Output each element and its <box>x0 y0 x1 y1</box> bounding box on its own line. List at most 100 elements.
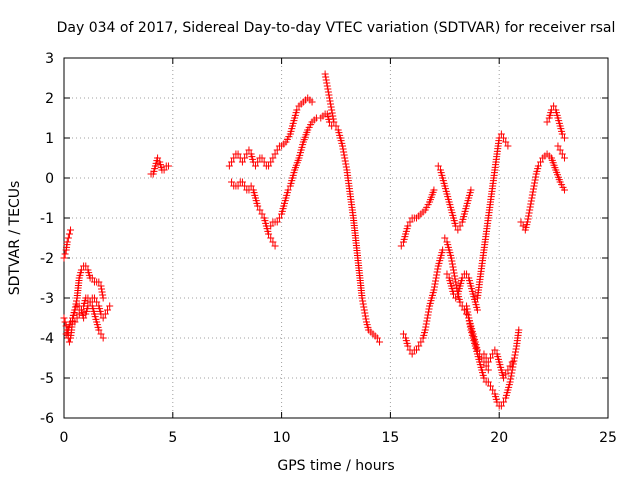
data-point <box>160 166 168 174</box>
data-point <box>84 294 92 302</box>
data-point <box>95 326 103 334</box>
data-point <box>397 242 405 250</box>
data-point <box>534 162 542 170</box>
data-point <box>448 260 456 268</box>
data-point <box>230 154 238 162</box>
data-point <box>524 215 532 223</box>
data-point <box>71 306 79 314</box>
data-point <box>512 348 520 356</box>
data-point <box>554 142 562 150</box>
data-point <box>448 257 456 265</box>
y-tick-label: 3 <box>45 51 54 67</box>
data-point <box>62 330 70 338</box>
data-point <box>267 222 275 230</box>
data-point <box>450 269 458 277</box>
data-point <box>529 185 537 193</box>
series-18 <box>543 102 568 142</box>
data-point <box>493 398 501 406</box>
data-point <box>67 226 75 234</box>
data-point <box>99 314 107 322</box>
data-point <box>463 302 471 310</box>
data-point <box>443 270 451 278</box>
data-point <box>284 186 292 194</box>
data-point <box>480 350 488 358</box>
data-point <box>506 362 514 370</box>
data-point <box>432 277 440 285</box>
plot-border <box>63 57 609 419</box>
y-tick-label: -5 <box>40 371 54 387</box>
data-point <box>433 268 441 276</box>
data-point <box>425 305 433 313</box>
data-point <box>339 145 347 153</box>
data-point <box>434 265 442 273</box>
data-point <box>452 278 460 286</box>
data-point <box>101 310 109 318</box>
data-point <box>327 100 335 108</box>
data-point <box>99 334 107 342</box>
data-point <box>526 203 534 211</box>
series-11 <box>434 162 475 234</box>
x-axis-label: GPS time / hours <box>277 458 394 474</box>
data-point <box>86 298 94 306</box>
data-point <box>99 291 107 299</box>
data-point <box>339 142 347 150</box>
data-point <box>98 285 106 293</box>
data-point <box>441 234 449 242</box>
data-point <box>269 154 277 162</box>
y-tick-label: -6 <box>40 411 54 427</box>
data-point <box>77 266 85 274</box>
data-point <box>517 218 525 226</box>
x-tick-label: 0 <box>60 430 69 446</box>
data-point <box>342 160 350 168</box>
data-point <box>530 182 538 190</box>
data-point <box>506 378 514 386</box>
data-point <box>464 308 472 316</box>
series-19 <box>554 142 568 162</box>
series-10 <box>399 246 447 358</box>
data-point <box>558 150 566 158</box>
data-point <box>340 148 348 156</box>
data-point <box>439 246 447 254</box>
data-point <box>413 346 421 354</box>
x-tick-label: 15 <box>381 430 399 446</box>
data-point <box>537 158 545 166</box>
data-point <box>62 322 70 330</box>
data-point <box>265 230 273 238</box>
data-point <box>424 311 432 319</box>
data-point <box>341 154 349 162</box>
data-point <box>373 334 381 342</box>
data-point <box>452 281 460 289</box>
data-point <box>329 115 337 123</box>
data-point <box>529 188 537 196</box>
data-point <box>422 323 430 331</box>
data-point <box>525 209 533 217</box>
data-point <box>484 366 492 374</box>
series-13 <box>443 270 481 314</box>
data-point <box>247 182 255 190</box>
grid <box>64 58 608 418</box>
data-point <box>332 122 340 130</box>
y-tick-label: -4 <box>40 331 54 347</box>
data-point <box>510 357 518 365</box>
data-point <box>97 282 105 290</box>
data-point <box>450 266 458 274</box>
data-point <box>556 146 564 154</box>
data-point <box>449 263 457 271</box>
data-point <box>451 275 459 283</box>
data-point <box>456 222 464 230</box>
series-9 <box>397 186 438 250</box>
data-point <box>61 250 69 258</box>
data-point <box>497 130 505 138</box>
data-point <box>463 305 471 313</box>
series-17 <box>517 150 568 234</box>
data-point <box>465 317 473 325</box>
data-point <box>430 186 438 194</box>
data-point <box>271 150 279 158</box>
data-point <box>532 173 540 181</box>
data-point <box>473 306 481 314</box>
data-point <box>258 210 266 218</box>
data-point <box>359 297 367 305</box>
data-point <box>225 162 233 170</box>
data-point <box>515 326 523 334</box>
data-point <box>322 73 330 81</box>
